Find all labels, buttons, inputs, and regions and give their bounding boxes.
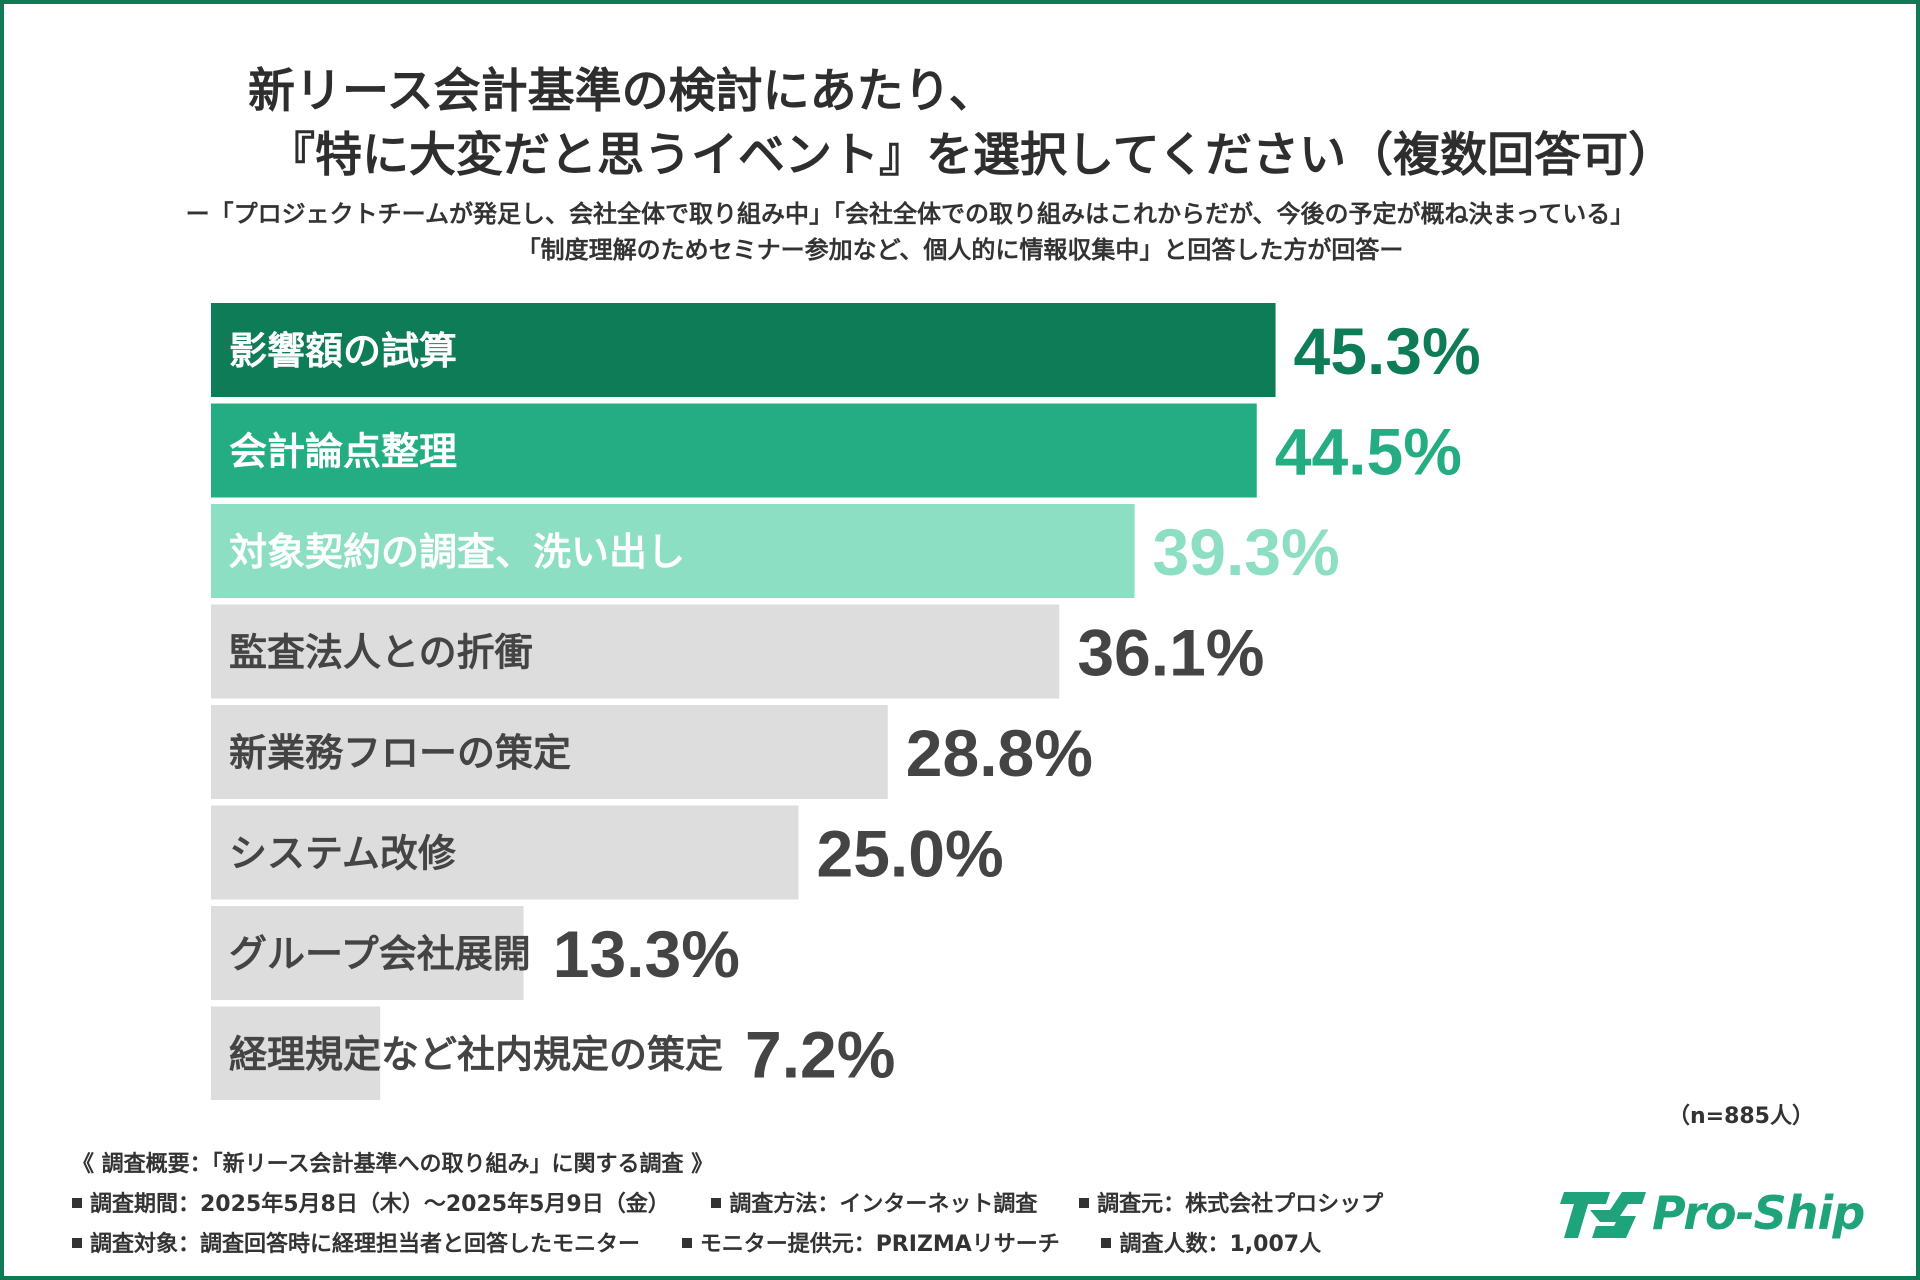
bullet-square-icon: [681, 1238, 692, 1248]
value-label-7: 13.3%: [553, 917, 740, 991]
pro-ship-logo: Pro-Ship: [1550, 1180, 1900, 1250]
bar-3: [211, 504, 1135, 598]
value-label-6: 25.0%: [817, 817, 1004, 891]
survey-info-row-1: 調査期間：2025年5月8日（木）～2025年5月9日（金） 調査方法：インター…: [72, 1186, 1383, 1218]
chart-title-line1: 新リース会計基準の検討にあたり、: [248, 64, 996, 119]
sample-size: （n=885人）: [1667, 1104, 1814, 1129]
bar-5: [211, 705, 888, 799]
category-label-4: 監査法人との折衝: [229, 631, 533, 675]
bullet-square-icon: [1079, 1198, 1090, 1208]
chart-title-line2: 『特に大変だと思うイベント』を選択してください（複数回答可）: [268, 128, 1676, 183]
bar-6: [211, 805, 799, 900]
bar-4: [211, 604, 1060, 699]
category-label-1: 影響額の試算: [229, 329, 457, 373]
bar-1: [211, 303, 1276, 397]
survey-source: 調査元：株式会社プロシップ: [1097, 1192, 1384, 1217]
bullet-square-icon: [711, 1198, 722, 1208]
category-label-7: グループ会社展開: [229, 932, 531, 976]
category-label-8: 経理規定など社内規定の策定: [229, 1033, 723, 1077]
category-label-5: 新業務フローの策定: [229, 731, 571, 775]
survey-target: 調査対象：調査回答時に経理担当者と回答したモニター: [90, 1232, 641, 1257]
value-label-5: 28.8%: [906, 716, 1093, 790]
category-label-2: 会計論点整理: [229, 430, 457, 474]
bar-8: [211, 1006, 381, 1100]
survey-info-row-2: 調査対象：調査回答時に経理担当者と回答したモニター モニター提供元：PRIZMA…: [72, 1226, 1321, 1258]
value-label-8: 7.2%: [745, 1018, 895, 1092]
chart-subtitle-line2: 「制度理解のためセミナー参加など、個人的に情報収集中」と回答した方が回答ー: [516, 236, 1404, 264]
value-label-2: 44.5%: [1275, 415, 1462, 489]
bullet-square-icon: [72, 1198, 82, 1208]
category-label-6: システム改修: [229, 832, 457, 876]
value-label-3: 39.3%: [1153, 515, 1340, 589]
survey-method: 調査方法：インターネット調査: [729, 1192, 1038, 1217]
bar-chart: 影響額の試算 45.3% 会計論点整理 44.5% 対象契約の調査、洗い出し 39.3% 監…: [211, 303, 1481, 1100]
bullet-square-icon: [72, 1238, 82, 1248]
pro-ship-logo-text: Pro-Ship: [1652, 1186, 1865, 1240]
chart-subtitle-line1: ー「プロジェクトチームが発足し、会社全体で取り組み中」「会社全体での取り組みはこ…: [185, 200, 1635, 228]
bar-7: [211, 906, 524, 1000]
category-label-3: 対象契約の調査、洗い出し: [229, 530, 685, 574]
survey-overview-heading: 《 調査概要：「新リース会計基準への取り組み」に関する調査 》: [72, 1152, 714, 1177]
bullet-square-icon: [1101, 1238, 1112, 1248]
survey-count: 調査人数：1,007人: [1119, 1232, 1322, 1257]
pro-ship-logo-mark-icon: [1560, 1192, 1646, 1238]
bar-2: [211, 403, 1257, 498]
survey-period: 調査期間：2025年5月8日（木）～2025年5月9日（金）: [90, 1192, 670, 1217]
survey-provider: モニター提供元：PRIZMAリサーチ: [699, 1232, 1060, 1257]
value-label-1: 45.3%: [1294, 314, 1481, 388]
value-label-4: 36.1%: [1077, 616, 1264, 690]
